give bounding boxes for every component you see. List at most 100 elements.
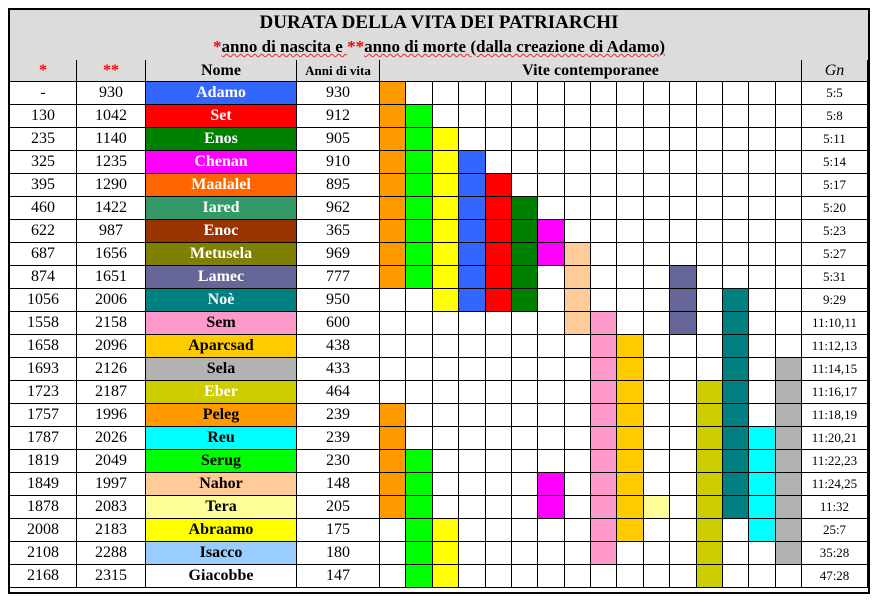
contemporary-cell bbox=[670, 266, 697, 289]
contemporary-cell bbox=[406, 312, 433, 335]
contemporary-cell bbox=[696, 565, 723, 588]
contemporary-cell bbox=[722, 289, 750, 312]
contemporary-cell bbox=[696, 174, 723, 197]
patriarch-name-cell: Noè bbox=[146, 289, 297, 312]
contemporary-cell bbox=[485, 312, 512, 335]
genesis-reference-cell: 11:10,11 bbox=[802, 312, 868, 335]
contemporary-cell bbox=[485, 82, 512, 105]
contemporary-cell bbox=[406, 404, 433, 427]
contemporary-cell bbox=[749, 381, 776, 404]
contemporary-cell bbox=[591, 335, 618, 358]
genesis-reference-cell: 11:18,19 bbox=[802, 404, 868, 427]
contemporary-cell bbox=[670, 128, 697, 151]
contemporary-cell bbox=[643, 427, 671, 450]
contemporary-cell bbox=[591, 220, 618, 243]
contemporary-cell bbox=[380, 404, 407, 427]
contemporary-cell bbox=[380, 450, 407, 473]
contemporary-cell bbox=[564, 381, 591, 404]
lifespan-cell: 464 bbox=[297, 381, 380, 404]
contemporary-cell bbox=[406, 243, 433, 266]
contemporary-cell bbox=[432, 243, 460, 266]
genesis-reference-cell: 5:8 bbox=[802, 105, 868, 128]
contemporary-cell bbox=[749, 335, 776, 358]
contemporary-cell bbox=[722, 105, 750, 128]
contemporary-cell bbox=[511, 404, 539, 427]
patriarch-name-cell: Eber bbox=[146, 381, 297, 404]
contemporary-cell bbox=[617, 450, 644, 473]
contemporary-cell bbox=[538, 358, 565, 381]
contemporary-cell bbox=[749, 128, 776, 151]
contemporary-cell bbox=[485, 381, 512, 404]
death-year-cell: 2026 bbox=[77, 427, 146, 450]
patriarch-name-cell: Serug bbox=[146, 450, 297, 473]
birth-year-cell: 2108 bbox=[10, 542, 77, 565]
death-year-cell: 1651 bbox=[77, 266, 146, 289]
contemporary-cell bbox=[459, 473, 486, 496]
birth-year-cell: 325 bbox=[10, 151, 77, 174]
contemporary-cell bbox=[749, 404, 776, 427]
patriarchs-table: DURATA DELLA VITA DEI PATRIARCHI *anno d… bbox=[8, 8, 870, 594]
contemporary-cell bbox=[670, 105, 697, 128]
contemporary-cell bbox=[538, 450, 565, 473]
contemporary-cell bbox=[696, 358, 723, 381]
subtitle-part2: anno di morte (dalla creazione di Adamo) bbox=[364, 37, 666, 56]
birth-year-cell: 687 bbox=[10, 243, 77, 266]
contemporary-cell bbox=[459, 450, 486, 473]
birth-year-cell: 1558 bbox=[10, 312, 77, 335]
contemporary-cell bbox=[722, 496, 750, 519]
contemporary-cell bbox=[696, 404, 723, 427]
contemporary-cell bbox=[775, 542, 802, 565]
contemporary-cell bbox=[432, 82, 460, 105]
birth-year-cell: 460 bbox=[10, 197, 77, 220]
contemporary-cell bbox=[617, 174, 644, 197]
contemporary-cell bbox=[485, 496, 512, 519]
lifespan-cell: 175 bbox=[297, 519, 380, 542]
lifespan-cell: 912 bbox=[297, 105, 380, 128]
contemporary-cell bbox=[485, 151, 512, 174]
contemporary-cell bbox=[511, 197, 539, 220]
contemporary-cell bbox=[564, 542, 591, 565]
contemporary-cell bbox=[696, 450, 723, 473]
contemporary-cell bbox=[617, 496, 644, 519]
patriarch-name-cell: Isacco bbox=[146, 542, 297, 565]
genesis-reference-cell: 11:20,21 bbox=[802, 427, 868, 450]
contemporary-cell bbox=[538, 82, 565, 105]
contemporary-cell bbox=[538, 105, 565, 128]
contemporary-cell bbox=[670, 312, 697, 335]
contemporary-cell bbox=[511, 519, 539, 542]
contemporary-cell bbox=[432, 289, 460, 312]
lifespan-cell: 239 bbox=[297, 427, 380, 450]
contemporary-cell bbox=[538, 266, 565, 289]
contemporary-cell bbox=[538, 519, 565, 542]
birth-year-cell: 1658 bbox=[10, 335, 77, 358]
contemporary-cell bbox=[749, 519, 776, 542]
patriarch-name-cell: Enoc bbox=[146, 220, 297, 243]
contemporary-cell bbox=[538, 197, 565, 220]
contemporary-cell bbox=[643, 197, 671, 220]
contemporary-cell bbox=[617, 220, 644, 243]
contemporary-cell bbox=[591, 243, 618, 266]
contemporary-cell bbox=[406, 519, 433, 542]
contemporary-cell bbox=[538, 565, 565, 588]
lifespan-cell: 895 bbox=[297, 174, 380, 197]
contemporary-cell bbox=[617, 151, 644, 174]
contemporary-cell bbox=[670, 496, 697, 519]
contemporary-cell bbox=[406, 289, 433, 312]
contemporary-cell bbox=[380, 289, 407, 312]
contemporary-cell bbox=[670, 542, 697, 565]
contemporary-cell bbox=[511, 427, 539, 450]
patriarch-name-cell: Giacobbe bbox=[146, 565, 297, 588]
genesis-reference-cell: 11:14,15 bbox=[802, 358, 868, 381]
contemporary-cell bbox=[406, 335, 433, 358]
contemporary-cell bbox=[591, 542, 618, 565]
contemporary-cell bbox=[749, 174, 776, 197]
contemporary-cell bbox=[564, 450, 591, 473]
contemporary-cell bbox=[564, 243, 591, 266]
contemporary-cell bbox=[617, 542, 644, 565]
contemporary-cell bbox=[775, 82, 802, 105]
genesis-reference-cell: 5:27 bbox=[802, 243, 868, 266]
contemporary-cell bbox=[406, 565, 433, 588]
contemporary-cell bbox=[722, 450, 750, 473]
contemporary-cell bbox=[459, 404, 486, 427]
header-gn: Gn bbox=[802, 60, 868, 82]
